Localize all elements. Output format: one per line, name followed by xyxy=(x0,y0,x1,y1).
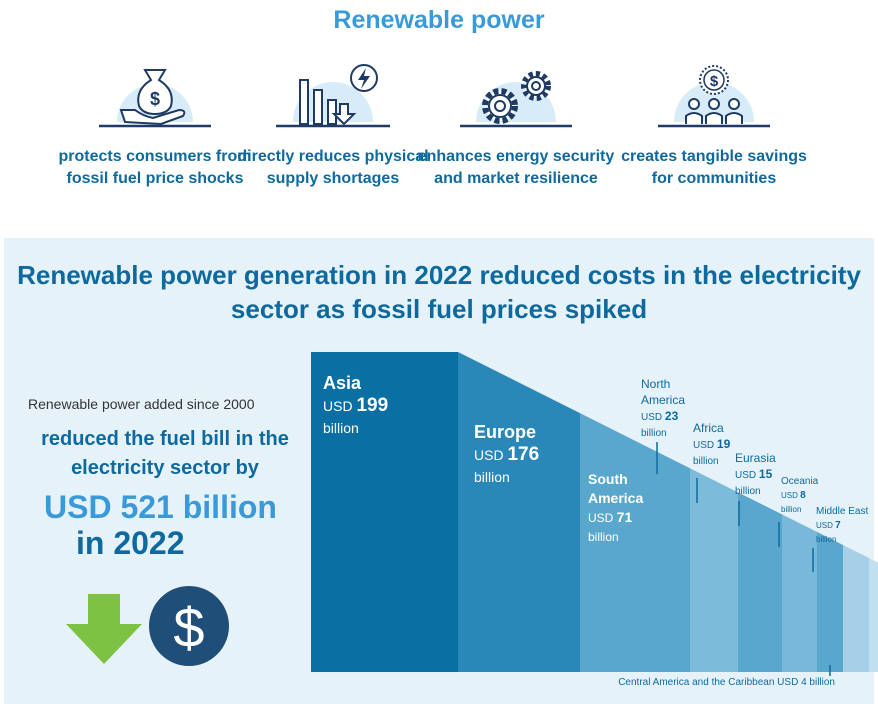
label-eurasia-value: USD 15 xyxy=(735,467,773,481)
svg-text:$: $ xyxy=(150,89,160,109)
label-asia-value: USD 199 xyxy=(323,395,388,416)
label-middle-east-name: Middle East xyxy=(816,506,868,517)
label-eurasia-unit: billion xyxy=(735,486,761,497)
community-savings-icon: $ xyxy=(658,65,770,128)
label-europe-name: Europe xyxy=(474,422,536,442)
label-africa-unit: billion xyxy=(693,456,719,467)
amount-year: in 2022 xyxy=(76,525,185,561)
label-middle-east-value: USD 7 xyxy=(816,520,841,531)
benefit-savings: $ creates tangible savings for communiti… xyxy=(614,60,814,190)
amount-text: USD 521 billion in 2022 xyxy=(44,489,284,561)
benefit-text: creates tangible savings for communities xyxy=(621,148,807,187)
label-oceania-unit: billion xyxy=(781,505,801,514)
bar-oceania xyxy=(817,531,843,672)
label-south-america-name: South xyxy=(588,471,628,487)
label-oceania-name: Oceania xyxy=(781,476,819,487)
bar-north-america xyxy=(690,468,738,672)
bar-africa xyxy=(738,492,782,672)
label-asia-unit: billion xyxy=(323,420,359,436)
down-arrow-icon xyxy=(66,594,142,664)
amount-value: USD 521 billion xyxy=(44,489,277,525)
added-since-text: Renewable power added since 2000 xyxy=(28,396,255,412)
bar-asia xyxy=(311,352,458,672)
label-oceania-value: USD 8 xyxy=(781,490,806,501)
bar-eurasia xyxy=(782,514,817,672)
svg-text:$: $ xyxy=(710,73,719,90)
label-north-america-unit: billion xyxy=(641,428,667,439)
label-south-america-unit: billion xyxy=(588,530,619,544)
label-africa-name: Africa xyxy=(693,421,724,435)
label-eurasia-name: Eurasia xyxy=(735,451,776,465)
dollar-coin-icon: $ xyxy=(149,586,229,666)
chart-title: Renewable power generation in 2022 reduc… xyxy=(17,260,861,324)
page-title: Renewable power xyxy=(333,6,545,34)
label-middle-east-unit: billion xyxy=(816,535,836,544)
label-north-america-name: North xyxy=(641,377,670,391)
gears-icon xyxy=(460,71,572,128)
bar-europe xyxy=(458,352,580,672)
bar-central-america-and-the-caribbean xyxy=(869,557,878,672)
svg-text:$: $ xyxy=(173,596,204,659)
money-bag-hand-icon: $ xyxy=(99,69,211,128)
benefit-text: protects consumers from fossil fuel pric… xyxy=(58,148,252,187)
label-europe-unit: billion xyxy=(474,469,510,485)
label-africa-value: USD 19 xyxy=(693,437,731,451)
benefit-consumers: $ protects consumers from fossil fuel pr… xyxy=(55,60,255,190)
label-north-america-name: America xyxy=(641,393,685,407)
label-europe-value: USD 176 xyxy=(474,444,539,465)
footnote: Central America and the Caribbean USD 4 … xyxy=(618,677,835,688)
benefit-text: directly reduces physical supply shortag… xyxy=(237,148,429,187)
benefit-text: enhances energy security and market resi… xyxy=(417,148,615,187)
bar-middle-east xyxy=(843,544,869,672)
reduced-text: reduced the fuel bill in the electricity… xyxy=(41,428,289,479)
label-south-america-value: USD 71 xyxy=(588,509,632,525)
label-north-america-value: USD 23 xyxy=(641,409,679,423)
bar-chart-down-lightning-icon xyxy=(276,64,390,128)
benefit-security: enhances energy security and market resi… xyxy=(416,60,616,190)
label-south-america-name: America xyxy=(588,490,643,506)
label-asia-name: Asia xyxy=(323,373,362,393)
benefit-supply: directly reduces physical supply shortag… xyxy=(233,60,433,190)
bar-south-america xyxy=(580,413,690,672)
